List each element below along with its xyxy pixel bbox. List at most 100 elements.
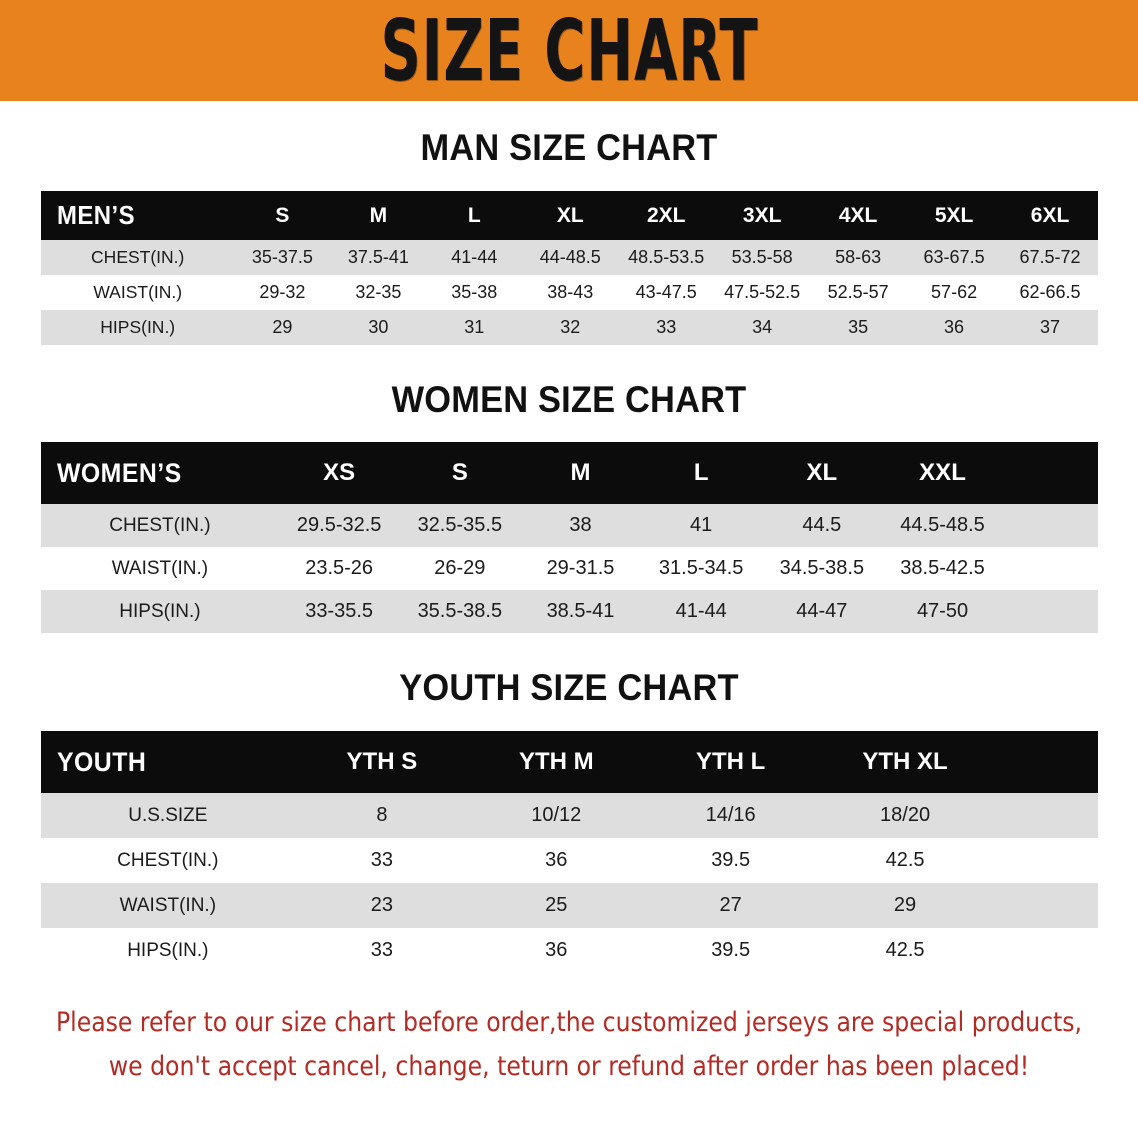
- man-col-header-2: L: [426, 191, 523, 240]
- youth-cell-1-2: 39.5: [643, 838, 818, 883]
- man-col-header-1: M: [330, 191, 427, 240]
- man-cell-2-0: 29: [234, 310, 331, 345]
- man-cell-1-3: 38-43: [522, 275, 619, 310]
- table-row: HIPS(IN.) 33-35.5 35.5-38.5 38.5-41 41-4…: [41, 590, 1098, 633]
- footer-line-2: we don't accept cancel, change, teturn o…: [108, 1051, 1030, 1082]
- women-cell-2-0: 33-35.5: [278, 590, 400, 633]
- man-cell-1-1: 32-35: [330, 275, 427, 310]
- women-col-header-5: XXL: [882, 442, 1003, 504]
- women-cell-0-0: 29.5-32.5: [278, 504, 400, 547]
- man-corner-header: MEN’S: [41, 191, 235, 240]
- man-cell-0-3: 44-48.5: [522, 240, 619, 275]
- man-section-title: MAN SIZE CHART: [420, 127, 718, 168]
- women-cell-0-3: 41: [640, 504, 762, 547]
- youth-cell-2-1: 25: [469, 883, 644, 928]
- youth-row-label-2: WAIST(IN.): [41, 883, 295, 928]
- youth-corner-label: YOUTH: [57, 746, 147, 777]
- man-cell-2-5: 34: [714, 310, 811, 345]
- man-col-header-4: 2XL: [618, 191, 715, 240]
- women-table-head: WOMEN’S XS S M L XL XXL: [41, 442, 1098, 504]
- women-row-label-0: CHEST(IN.): [41, 504, 279, 547]
- man-size-table-wrap: MEN’S S M L XL 2XL 3XL 4XL 5XL 6XL CHEST…: [41, 191, 1098, 345]
- women-cell-1-4: 34.5-38.5: [761, 547, 883, 590]
- man-cell-1-5: 47.5-52.5: [714, 275, 811, 310]
- women-col-header-2: M: [520, 442, 641, 504]
- man-cell-0-1: 37.5-41: [330, 240, 427, 275]
- youth-cell-0-1: 10/12: [469, 793, 644, 838]
- youth-cell-1-0: 33: [294, 838, 470, 883]
- women-cell-0-1: 32.5-35.5: [399, 504, 521, 547]
- youth-cell-0-spacer: [992, 793, 1098, 838]
- youth-table-head: YOUTH YTH S YTH M YTH L YTH XL: [41, 731, 1098, 793]
- youth-header-row: YOUTH YTH S YTH M YTH L YTH XL: [41, 731, 1098, 793]
- women-size-table-wrap: WOMEN’S XS S M L XL XXL CHEST(IN.) 29.5-…: [41, 442, 1098, 633]
- man-row-label-0: CHEST(IN.): [41, 240, 235, 275]
- man-corner-label: MEN’S: [57, 200, 136, 230]
- youth-cell-0-2: 14/16: [643, 793, 818, 838]
- man-cell-2-1: 30: [330, 310, 427, 345]
- youth-cell-1-1: 36: [469, 838, 644, 883]
- women-row-label-1: WAIST(IN.): [41, 547, 279, 590]
- youth-section-title: YOUTH SIZE CHART: [399, 667, 739, 708]
- man-cell-2-2: 31: [426, 310, 523, 345]
- youth-row-label-1: CHEST(IN.): [41, 838, 295, 883]
- man-cell-1-2: 35-38: [426, 275, 523, 310]
- youth-cell-3-1: 36: [469, 928, 644, 973]
- table-row: HIPS(IN.) 33 36 39.5 42.5: [41, 928, 1098, 973]
- women-col-header-4: XL: [761, 442, 883, 504]
- man-cell-0-4: 48.5-53.5: [618, 240, 715, 275]
- youth-col-header-0: YTH S: [294, 731, 470, 793]
- women-cell-1-1: 26-29: [399, 547, 521, 590]
- youth-size-table-wrap: YOUTH YTH S YTH M YTH L YTH XL U.S.SIZE …: [41, 731, 1098, 973]
- youth-cell-2-2: 27: [643, 883, 818, 928]
- man-cell-2-3: 32: [522, 310, 619, 345]
- youth-col-header-3: YTH XL: [817, 731, 993, 793]
- man-cell-1-4: 43-47.5: [618, 275, 715, 310]
- youth-cell-3-2: 39.5: [643, 928, 818, 973]
- man-col-header-3: XL: [522, 191, 619, 240]
- women-table-body: CHEST(IN.) 29.5-32.5 32.5-35.5 38 41 44.…: [41, 504, 1098, 633]
- women-cell-2-spacer: [1002, 590, 1098, 633]
- women-cell-1-spacer: [1002, 547, 1098, 590]
- table-row: WAIST(IN.) 29-32 32-35 35-38 38-43 43-47…: [41, 275, 1098, 310]
- man-cell-0-5: 53.5-58: [714, 240, 811, 275]
- women-cell-0-4: 44.5: [761, 504, 883, 547]
- youth-cell-1-3: 42.5: [817, 838, 993, 883]
- women-cell-1-2: 29-31.5: [520, 547, 641, 590]
- youth-cell-2-spacer: [992, 883, 1098, 928]
- footer-disclaimer: Please refer to our size chart before or…: [17, 1001, 1121, 1089]
- women-cell-1-5: 38.5-42.5: [882, 547, 1003, 590]
- man-cell-1-7: 57-62: [906, 275, 1003, 310]
- man-cell-1-6: 52.5-57: [810, 275, 907, 310]
- man-row-label-2: HIPS(IN.): [41, 310, 235, 345]
- table-row: HIPS(IN.) 29 30 31 32 33 34 35 36 37: [41, 310, 1098, 345]
- youth-col-header-spacer: [992, 731, 1098, 793]
- women-cell-2-2: 38.5-41: [520, 590, 641, 633]
- youth-cell-0-0: 8: [294, 793, 470, 838]
- youth-size-table: YOUTH YTH S YTH M YTH L YTH XL U.S.SIZE …: [41, 731, 1098, 973]
- youth-table-body: U.S.SIZE 8 10/12 14/16 18/20 CHEST(IN.) …: [41, 793, 1098, 973]
- women-cell-0-2: 38: [520, 504, 641, 547]
- youth-cell-3-0: 33: [294, 928, 470, 973]
- man-cell-2-6: 35: [810, 310, 907, 345]
- table-row: CHEST(IN.) 29.5-32.5 32.5-35.5 38 41 44.…: [41, 504, 1098, 547]
- women-corner-label: WOMEN’S: [57, 457, 182, 488]
- man-size-table: MEN’S S M L XL 2XL 3XL 4XL 5XL 6XL CHEST…: [41, 191, 1098, 345]
- youth-col-header-2: YTH L: [643, 731, 818, 793]
- youth-cell-1-spacer: [992, 838, 1098, 883]
- man-cell-2-7: 36: [906, 310, 1003, 345]
- man-table-body: CHEST(IN.) 35-37.5 37.5-41 41-44 44-48.5…: [41, 240, 1098, 345]
- youth-corner-header: YOUTH: [41, 731, 295, 793]
- women-col-header-3: L: [640, 442, 762, 504]
- page-banner: SIZE CHART: [0, 0, 1138, 101]
- women-size-table: WOMEN’S XS S M L XL XXL CHEST(IN.) 29.5-…: [41, 442, 1098, 633]
- women-cell-2-3: 41-44: [640, 590, 762, 633]
- footer-line-1: Please refer to our size chart before or…: [55, 1007, 1083, 1038]
- man-cell-2-8: 37: [1002, 310, 1098, 345]
- table-row: WAIST(IN.) 23 25 27 29: [41, 883, 1098, 928]
- man-cell-0-2: 41-44: [426, 240, 523, 275]
- table-row: CHEST(IN.) 33 36 39.5 42.5: [41, 838, 1098, 883]
- banner-title: SIZE CHART: [380, 0, 758, 100]
- man-cell-0-6: 58-63: [810, 240, 907, 275]
- women-col-header-spacer: [1002, 442, 1098, 504]
